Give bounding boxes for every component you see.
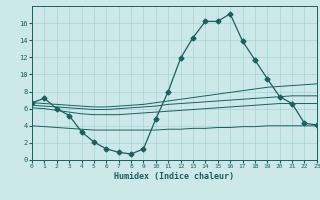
X-axis label: Humidex (Indice chaleur): Humidex (Indice chaleur) — [115, 172, 234, 181]
